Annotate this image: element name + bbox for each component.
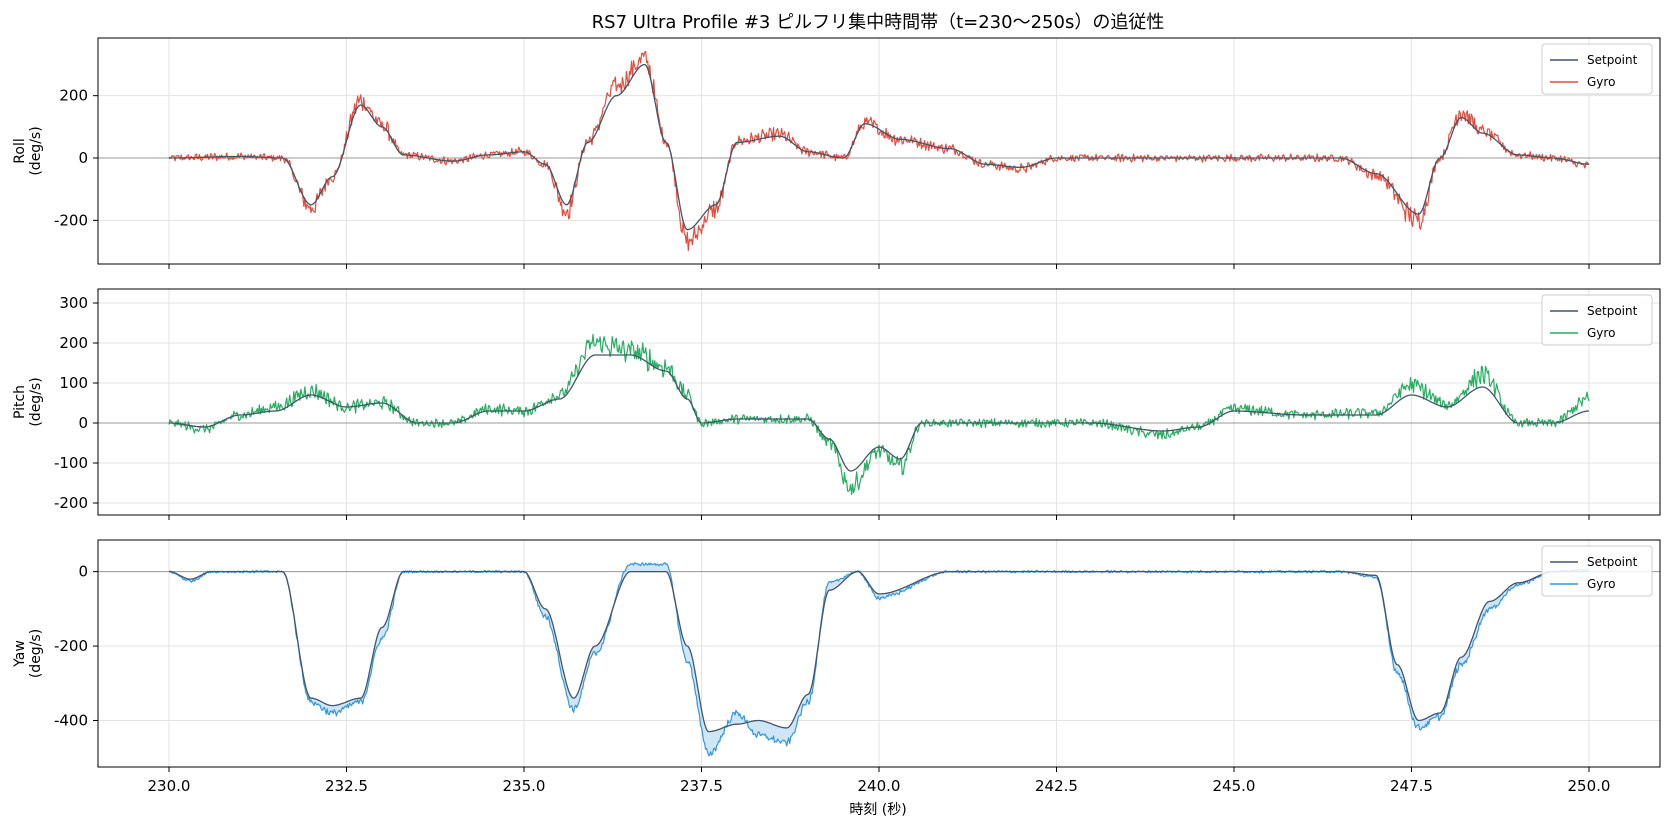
y-tick-label: -400 <box>54 711 88 729</box>
y-axis-label: Pitch <box>12 385 28 419</box>
legend-entry: Gyro <box>1587 326 1615 340</box>
y-axis-label: Roll <box>12 138 28 163</box>
legend-entry: Setpoint <box>1587 53 1638 67</box>
setpoint-line <box>168 570 1589 733</box>
y-axis-label: Yaw <box>12 640 28 668</box>
legend-entry: Setpoint <box>1587 304 1638 318</box>
x-tick-label: 230.0 <box>148 777 191 795</box>
y-tick-label: 100 <box>59 374 88 392</box>
y-tick-label: -100 <box>54 454 88 472</box>
pitch-panel: -200 -100 0 100 200 300 Pitch (deg/s) Setpoint Gy… <box>12 288 1661 520</box>
yaw-panel: 230.0 232.5 235.0 237.5 240.0 242.5 245.0 247.5… <box>12 539 1661 795</box>
y-tick-label: 0 <box>78 563 88 581</box>
x-tick-label: 240.0 <box>858 777 901 795</box>
y-tick-label: 0 <box>78 149 88 167</box>
y-tick-label: 300 <box>59 294 88 312</box>
x-tick-label: 235.0 <box>503 777 546 795</box>
x-tick-label: 242.5 <box>1035 777 1078 795</box>
roll-panel: -200 0 200 Roll (deg/s) Setpoint Gyro <box>12 37 1661 269</box>
legend-entry: Gyro <box>1587 577 1615 591</box>
y-axis-unit-label: (deg/s) <box>28 377 44 426</box>
legend: Setpoint Gyro <box>1541 545 1653 597</box>
legend-entry: Gyro <box>1587 75 1615 89</box>
y-tick-label: -200 <box>54 494 88 512</box>
y-axis-unit-label: (deg/s) <box>28 126 44 175</box>
x-tick-label: 247.5 <box>1390 777 1433 795</box>
x-axis-label: 時刻 (秒) <box>849 802 906 818</box>
x-tick-label: 237.5 <box>680 777 723 795</box>
legend: Setpoint Gyro <box>1541 43 1653 95</box>
y-tick-label: -200 <box>54 637 88 655</box>
y-tick-label: 200 <box>59 87 88 105</box>
setpoint-line <box>169 63 1589 231</box>
figure-title: RS7 Ultra Profile #3 ピルフリ集中時間帯（t=230〜250… <box>592 12 1165 33</box>
x-tick-label: 250.0 <box>1568 777 1611 795</box>
y-tick-label: 0 <box>78 414 88 432</box>
legend: Setpoint Gyro <box>1541 294 1653 346</box>
y-tick-label: -200 <box>54 211 88 229</box>
x-tick-label: 245.0 <box>1213 777 1256 795</box>
legend-entry: Setpoint <box>1587 555 1638 569</box>
gyro-line <box>168 50 1590 252</box>
x-tick-label: 232.5 <box>325 777 368 795</box>
y-tick-label: 200 <box>59 334 88 352</box>
y-axis-unit-label: (deg/s) <box>28 629 44 678</box>
setpoint-line <box>169 354 1589 472</box>
